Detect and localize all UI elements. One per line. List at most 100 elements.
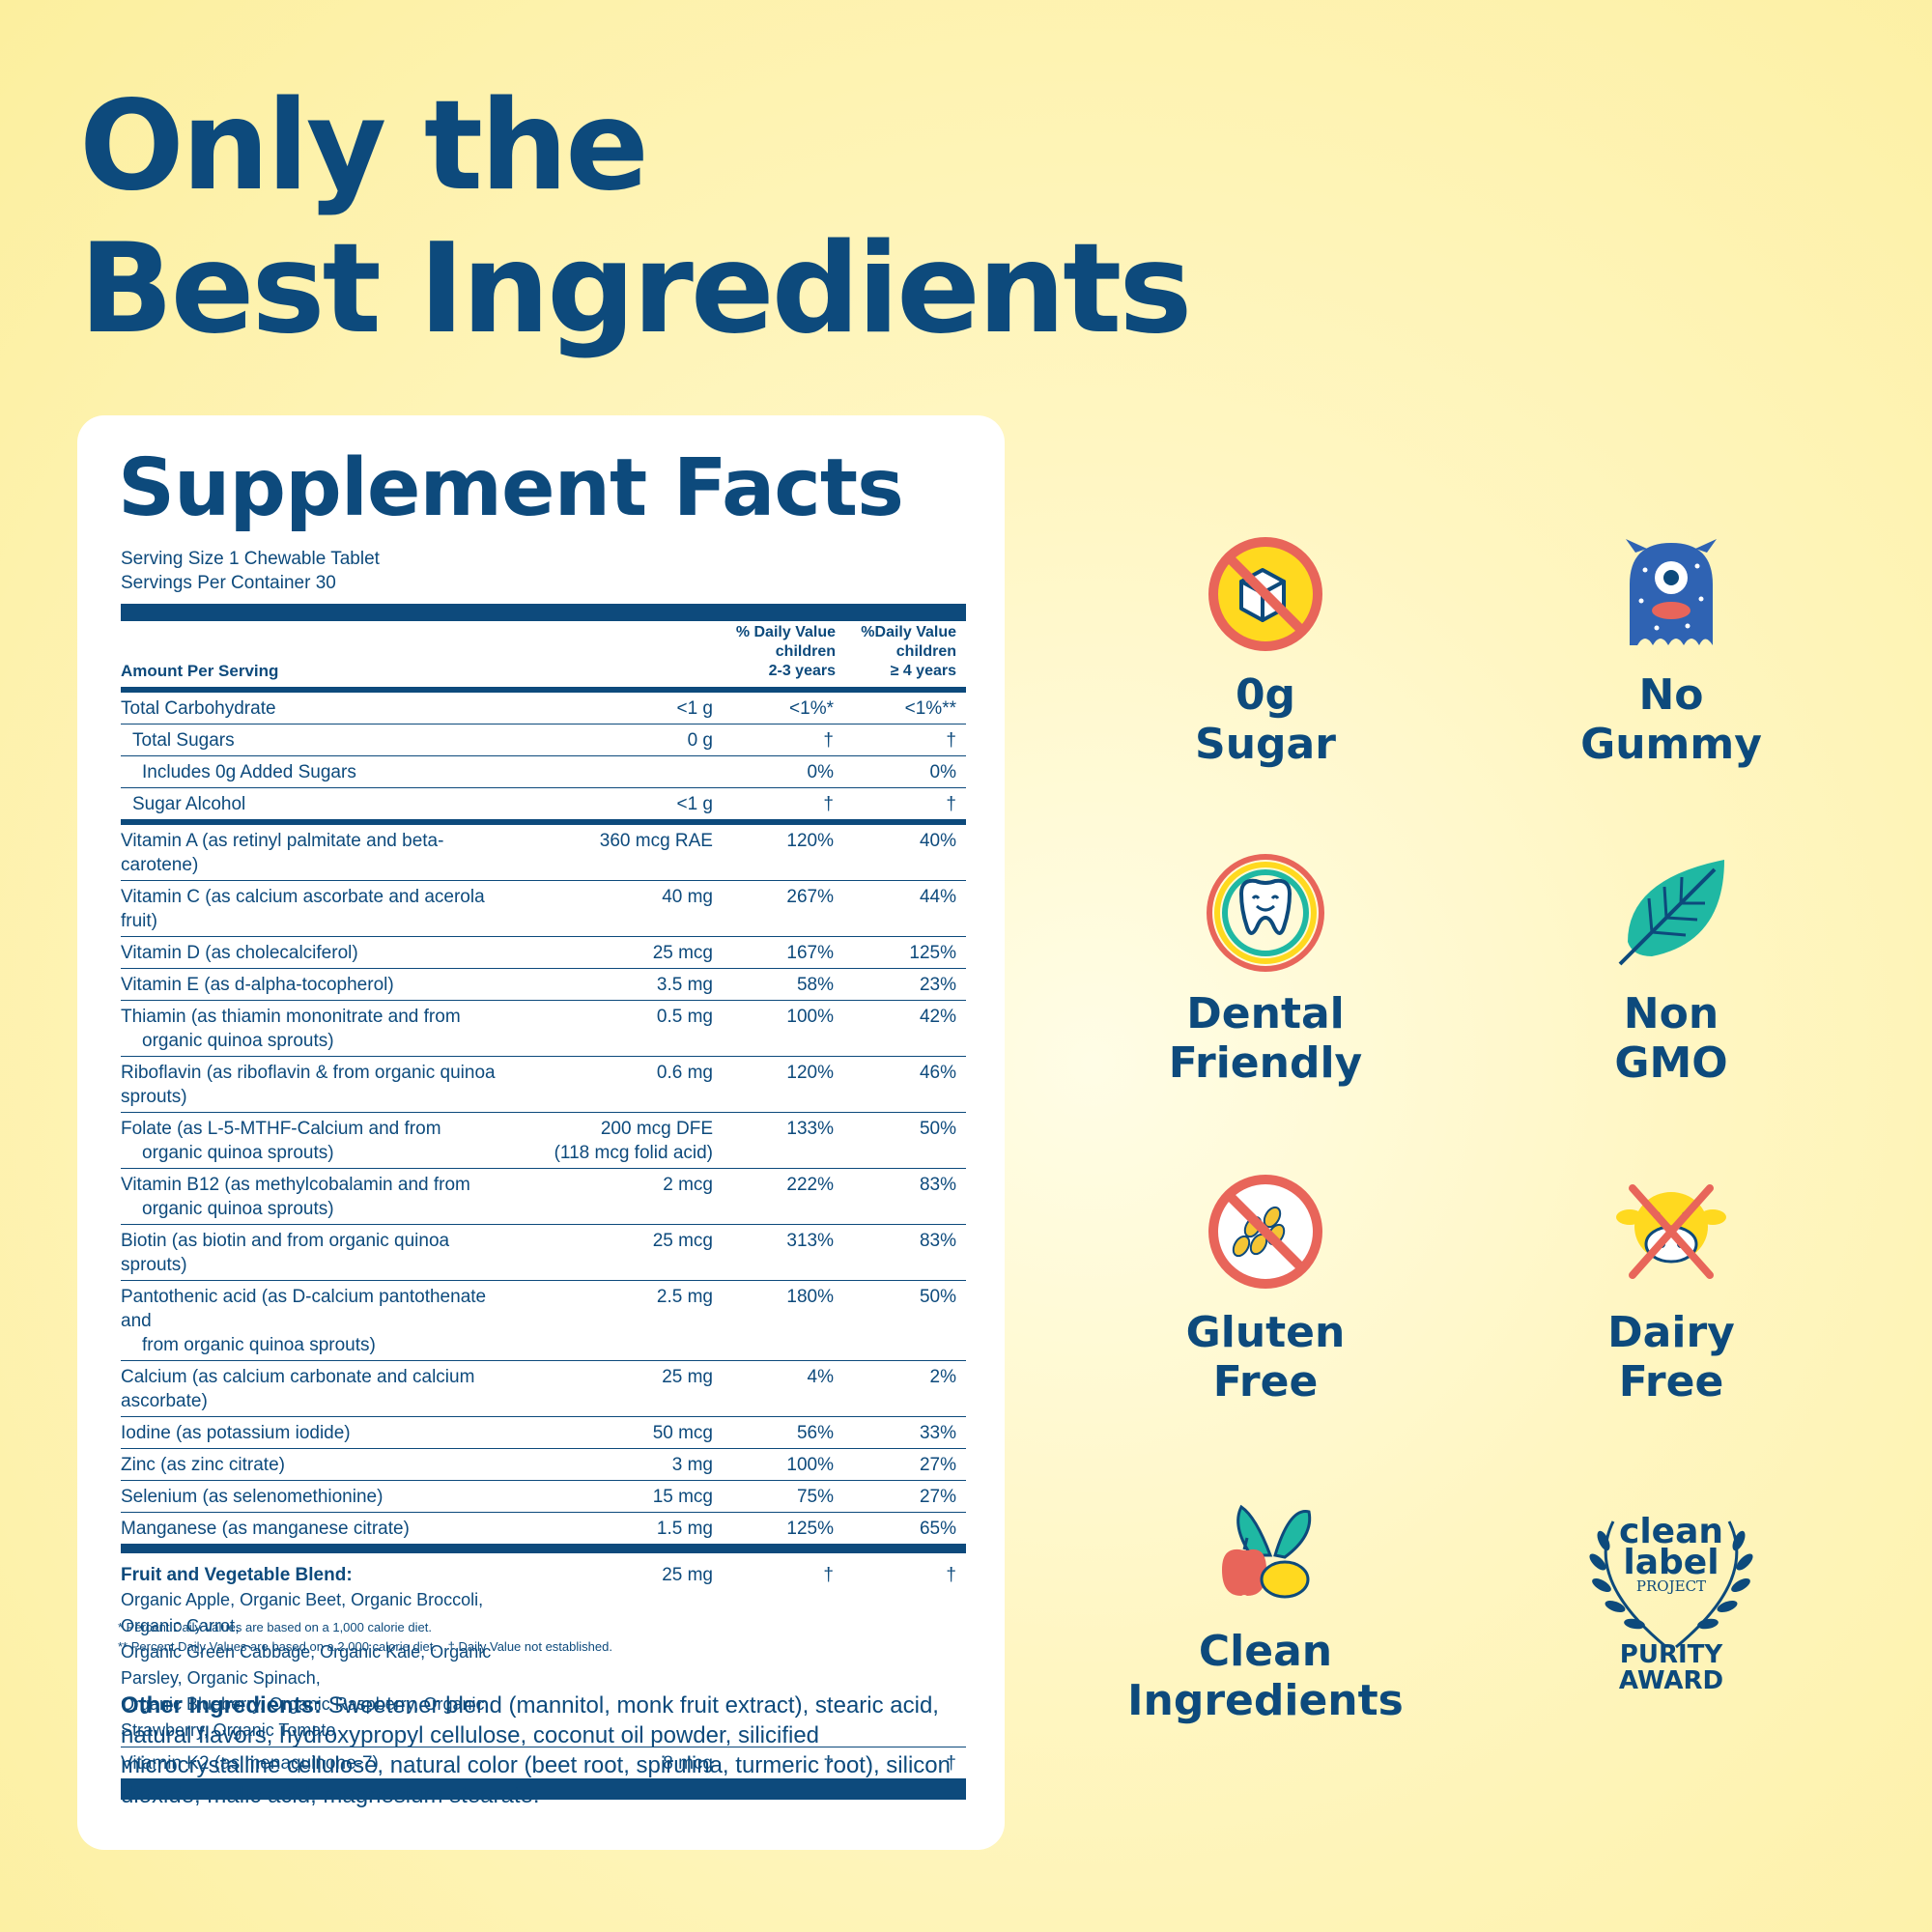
footnotes: * Percent Daily Values are based on a 1,… (118, 1618, 612, 1657)
nutrient-name: Folate (as L-5-MTHF-Calcium and from org… (121, 1113, 481, 1168)
nutrient-amount: 25 mcg (652, 943, 713, 963)
nutrient-name: Vitamin D (as cholecalciferol) (121, 943, 358, 963)
nutrient-name: Vitamin A (as retinyl palmitate and beta… (121, 831, 444, 875)
leaf-icon (1618, 860, 1724, 966)
nutrient-dv-child: † (946, 794, 956, 814)
nutrient-dv-toddler: 58% (796, 975, 834, 995)
table-row: Total Carbohydrate <1 g <1%* <1%** (121, 693, 966, 724)
nutrient-amount: 2 mcg (663, 1175, 713, 1195)
nutrient-name: Vitamin K2 (as menaquinone-7) (121, 1753, 379, 1774)
nutrient-amount: 3.5 mg (656, 975, 713, 995)
nutrient-name: Iodine (as potassium iodide) (121, 1423, 351, 1443)
other-ingredients-label: Other Ingredients: (121, 1692, 323, 1719)
dv2-line3: ≥ 4 years (890, 663, 956, 679)
dv2-line2: children (895, 643, 956, 660)
table-row: Folate (as L-5-MTHF-Calcium and from org… (121, 1113, 966, 1169)
daily-value-header-toddler: % Daily Value children 2-3 years (710, 623, 836, 681)
nutrient-name-line2: organic quinoa sprouts) (142, 1143, 334, 1163)
nutrient-name-line1: Folate (as L-5-MTHF-Calcium and from (121, 1119, 441, 1139)
table-row: Vitamin C (as calcium ascorbate and acer… (121, 881, 966, 937)
table-row: Iodine (as potassium iodide) 50 mcg 56% … (121, 1417, 966, 1449)
badge-label: PURITY AWARD (1618, 1640, 1724, 1695)
badge-gluten-free: Gluten Free (1092, 1169, 1439, 1406)
nutrient-amount: 0 g (687, 730, 713, 751)
badge-non-gmo: Non GMO (1497, 850, 1845, 1088)
nutrient-dv-toddler: 120% (786, 1063, 834, 1083)
badge-clean-ingredients: Clean Ingredients (1092, 1488, 1439, 1725)
nutrient-list: Vitamin A (as retinyl palmitate and beta… (121, 825, 966, 1544)
nutrient-name: Thiamin (as thiamin mononitrate and from… (121, 1001, 520, 1056)
nutrient-name: Biotin (as biotin and from organic quino… (121, 1231, 450, 1275)
daily-value-header-child: %Daily Value children ≥ 4 years (831, 623, 956, 681)
divider-medium (121, 819, 966, 825)
table-row: Zinc (as zinc citrate) 3 mg 100% 27% (121, 1449, 966, 1481)
amount-per-serving-label: Amount Per Serving (121, 662, 279, 680)
divider-medium (121, 1544, 966, 1553)
table-row: Vitamin B12 (as methylcobalamin and from… (121, 1169, 966, 1225)
nutrient-dv-child: 125% (909, 943, 956, 963)
supplement-facts-title: Supplement Facts (118, 442, 904, 534)
nutrient-name-line2: organic quinoa sprouts) (142, 1199, 334, 1219)
nutrient-dv-toddler: † (823, 794, 834, 814)
nutrient-dv-child: 42% (919, 1007, 956, 1027)
footnote-2000-text: ** Percent Daily Values are based on a 2… (118, 1639, 438, 1654)
logo-word-label: label (1623, 1543, 1719, 1582)
nutrient-dv-child: 83% (919, 1175, 956, 1195)
nutrient-dv-child: 44% (919, 887, 956, 907)
dv1-line2: children (775, 643, 836, 660)
nutrient-dv-child: 46% (919, 1063, 956, 1083)
badge-label: Non GMO (1614, 989, 1728, 1088)
nutrient-name: Includes 0g Added Sugars (142, 762, 356, 782)
page-headline: Only the Best Ingredients (79, 74, 1192, 361)
no-wheat-icon (1208, 1175, 1322, 1289)
nutrient-name: Vitamin C (as calcium ascorbate and acer… (121, 887, 485, 931)
nutrient-amount: 40 mg (662, 887, 713, 907)
table-row: Vitamin K2 (as menaquinone-7) 8 mcg † † (121, 1747, 966, 1778)
nutrient-amount: 15 mcg (652, 1487, 713, 1507)
nutrient-amount: 0.5 mg (656, 1007, 713, 1027)
divider-thick (121, 1778, 966, 1800)
nutrient-dv-toddler: 167% (786, 943, 834, 963)
table-row: Sugar Alcohol <1 g † † (121, 788, 966, 819)
nutrient-dv-child: 65% (919, 1519, 956, 1539)
other-ingredients-text: Sweetener blend (mannitol, monk fruit ex… (121, 1692, 951, 1808)
nutrient-dv-toddler: † (823, 730, 834, 751)
laurel-wreath-icon: clean label PROJECT (1589, 1512, 1753, 1649)
nutrient-dv-toddler: 222% (786, 1175, 834, 1195)
nutrient-dv-child: 33% (919, 1423, 956, 1443)
blend-ingredients-line1: Organic Apple, Organic Beet, Organic Bro… (121, 1590, 484, 1635)
badge-label: 0g Sugar (1195, 670, 1336, 769)
nutrient-amount: 3 mg (671, 1455, 713, 1475)
nutrient-amount: 2.5 mg (656, 1287, 713, 1307)
badge-label: Gluten Free (1185, 1308, 1346, 1406)
nutrient-dv-toddler: 180% (786, 1287, 834, 1307)
nutrient-amount-line1: 200 mcg DFE (600, 1119, 713, 1139)
nutrient-name: Vitamin E (as d-alpha-tocopherol) (121, 975, 394, 995)
table-row: Includes 0g Added Sugars 0% 0% (121, 756, 966, 788)
blend-ingredients-line3: Organic Blueberry, Organic Raspberry, Or… (121, 1694, 485, 1740)
nutrient-name: Vitamin B12 (as methylcobalamin and from… (121, 1169, 520, 1224)
nutrient-name-line1: Vitamin B12 (as methylcobalamin and from (121, 1175, 470, 1195)
nutrient-dv-toddler: 56% (796, 1423, 834, 1443)
nutrient-dv-child: † (946, 1753, 956, 1774)
badge-label: No Gummy (1580, 670, 1762, 769)
nutrient-amount: 25 mcg (652, 1231, 713, 1251)
table-row: Calcium (as calcium carbonate and calciu… (121, 1361, 966, 1417)
logo-word-clean: clean (1619, 1512, 1723, 1551)
happy-tooth-icon (1207, 854, 1324, 972)
nutrient-name-line1: Thiamin (as thiamin mononitrate and from (121, 1007, 461, 1027)
nutrient-name: Riboflavin (as riboflavin & from organic… (121, 1063, 496, 1107)
nutrient-amount: <1 g (676, 698, 713, 719)
nutrient-dv-toddler: 0% (807, 762, 834, 782)
nutrient-dv-child: 27% (919, 1455, 956, 1475)
nutrient-dv-child: † (946, 730, 956, 751)
nutrient-name-line2: from organic quinoa sprouts) (142, 1335, 376, 1355)
headline-line-1: Only the (79, 74, 649, 218)
serving-info: Serving Size 1 Chewable Tablet Servings … (121, 547, 380, 595)
badge-purity-award: clean label PROJECT PURITY AWARD (1497, 1502, 1845, 1694)
nutrient-dv-toddler: <1%* (789, 698, 834, 719)
table-row: Total Sugars 0 g † † (121, 724, 966, 756)
table-row: Riboflavin (as riboflavin & from organic… (121, 1057, 966, 1113)
footnote-dagger: † Daily Value not established. (447, 1639, 612, 1654)
nutrient-dv-child: 50% (919, 1287, 956, 1307)
